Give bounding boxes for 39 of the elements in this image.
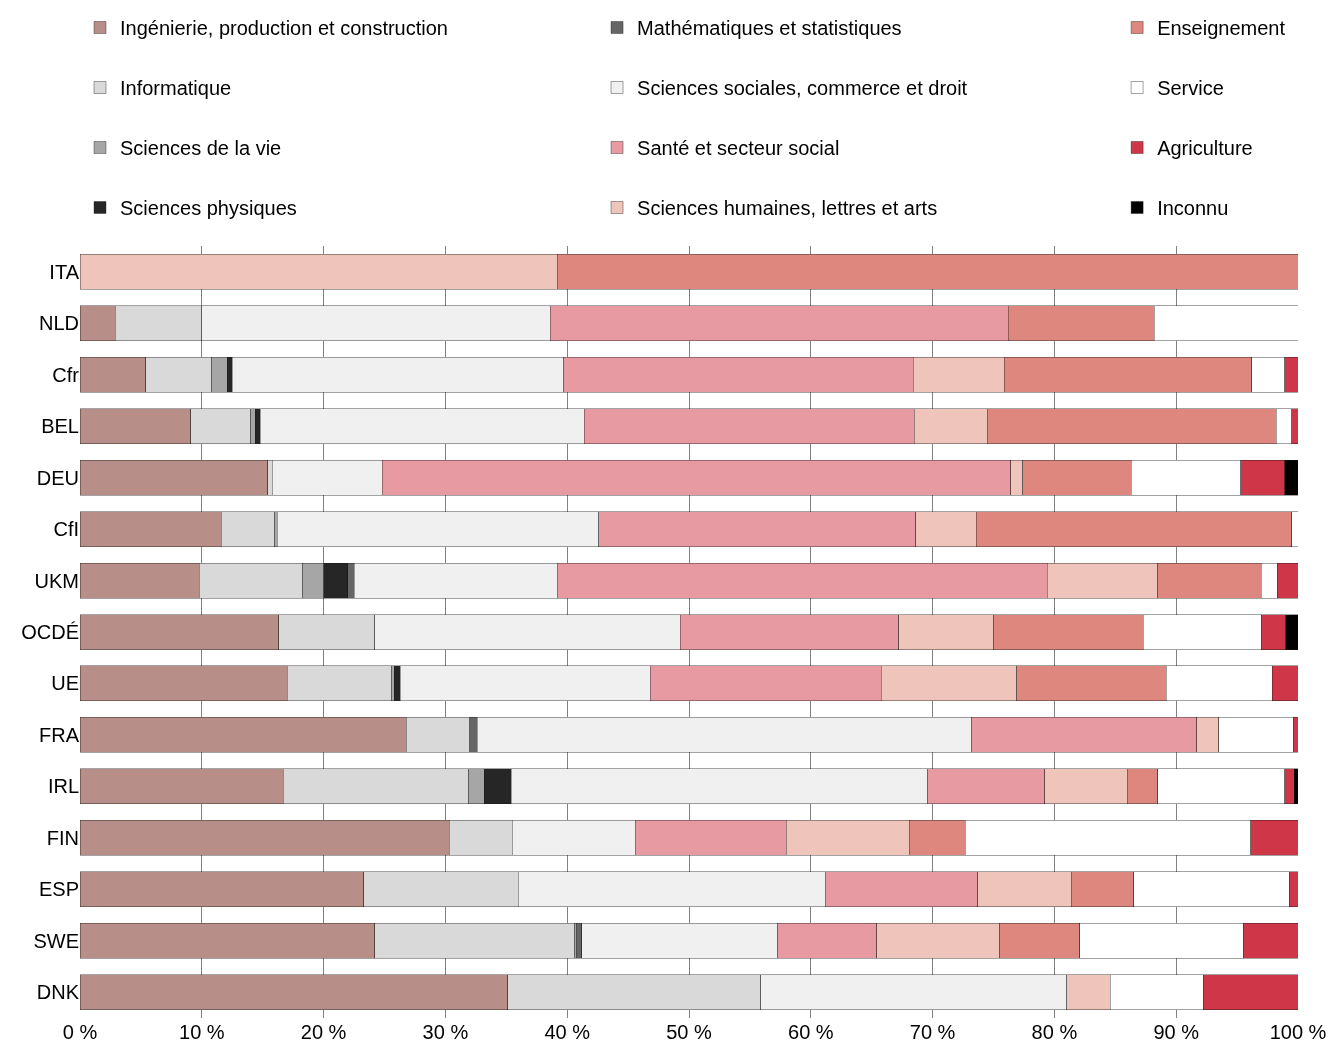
legend-label: Ingénierie, production et construction: [120, 17, 448, 40]
y-tick-label: NLD: [38, 312, 79, 335]
x-tick-label: 90 %: [1153, 1021, 1200, 1043]
x-tick-label: 0 %: [62, 1021, 98, 1043]
y-tick-label: ESP: [38, 878, 79, 901]
legend-label: Sciences sociales, commerce et droit: [637, 77, 968, 100]
y-tick-label: UKM: [34, 569, 79, 592]
y-tick-label: ITA: [49, 260, 80, 283]
y-tick-label: OCDÉ: [21, 621, 79, 643]
x-tick-label: 70 %: [909, 1021, 956, 1043]
x-tick-label: 100 %: [1269, 1021, 1327, 1043]
bar: [80, 459, 268, 496]
y-tick-label: BEL: [41, 415, 79, 438]
y-tick-label: IRL: [47, 775, 79, 798]
legend-label: Santé et secteur social: [637, 137, 840, 160]
y-tick-label: DNK: [36, 981, 80, 1004]
legend-label: Agriculture: [1157, 137, 1253, 160]
x-tick-label: 30 %: [422, 1021, 469, 1043]
legend-label: Sciences humaines, lettres et arts: [637, 197, 938, 220]
x-tick-label: 20 %: [300, 1021, 347, 1043]
x-tick-label: 50 %: [666, 1021, 713, 1043]
legend-label: Sciences de la vie: [120, 137, 282, 160]
y-tick-label: SWE: [33, 929, 79, 952]
y-tick-label: DEU: [36, 466, 79, 489]
legend-label: Mathématiques et statistiques: [637, 17, 902, 40]
y-tick-label: UE: [51, 672, 79, 695]
y-tick-label: Cfr: [52, 363, 80, 386]
legend-label: Informatique: [120, 77, 232, 100]
x-tick-label: 60 %: [788, 1021, 834, 1043]
y-tick-label: FIN: [46, 826, 79, 849]
y-tick-label: FRA: [39, 723, 80, 746]
x-tick-label: 10 %: [179, 1021, 225, 1043]
legend-label: Enseignement: [1157, 17, 1286, 40]
x-tick-label: 40 %: [544, 1021, 591, 1043]
x-tick-label: 80 %: [1031, 1021, 1078, 1043]
legend-label: Sciences physiques: [120, 197, 297, 220]
legend-label: Service: [1157, 77, 1224, 100]
legend-label: Inconnu: [1157, 197, 1229, 220]
y-tick-label: CfI: [53, 518, 79, 541]
